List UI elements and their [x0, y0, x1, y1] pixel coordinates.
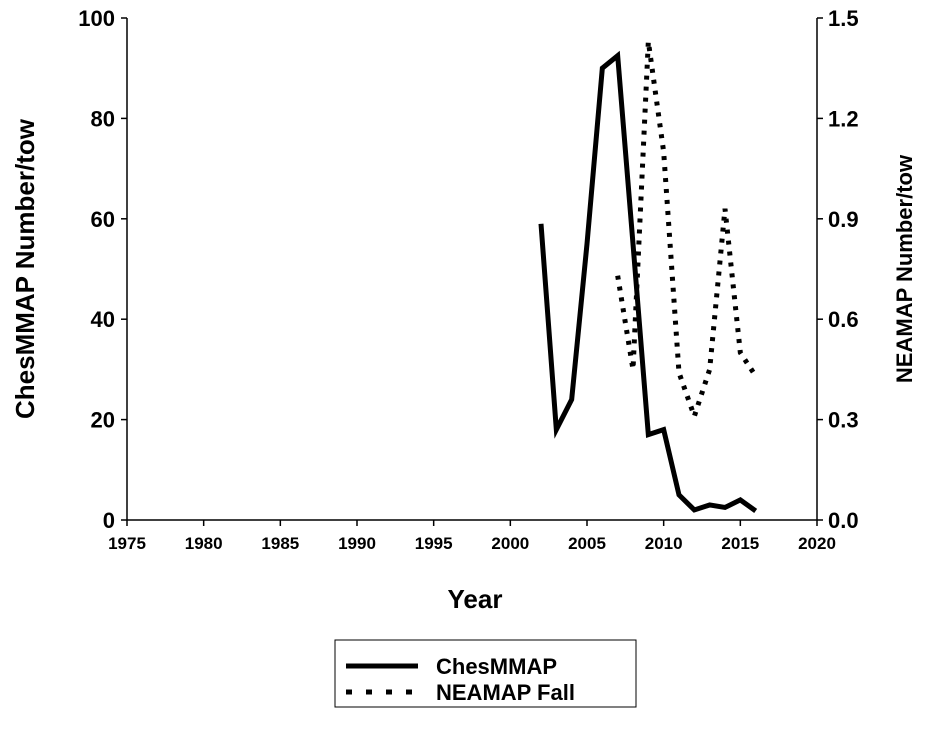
y-tick-label: 0 [103, 508, 115, 533]
x-tick-label: 1985 [261, 534, 299, 553]
x-tick-label: 1990 [338, 534, 376, 553]
x-axis-label: Year [448, 584, 503, 614]
series-line [615, 41, 758, 425]
x-tick-label: 2015 [721, 534, 759, 553]
y2-tick-label: 1.5 [828, 6, 859, 31]
axes [126, 18, 818, 521]
legend-label: NEAMAP Fall [436, 680, 575, 705]
y2-tick-label: 0.6 [828, 307, 859, 332]
x-tick-label: 2000 [491, 534, 529, 553]
y-tick-label: 60 [91, 207, 115, 232]
y2-tick-label: 1.2 [828, 106, 859, 131]
y2-tick-label: 0.9 [828, 207, 859, 232]
x-tick-label: 1995 [415, 534, 453, 553]
x-tick-label: 1980 [185, 534, 223, 553]
legend-box [334, 639, 637, 708]
y-tick-label: 40 [91, 307, 115, 332]
y-tick-label: 100 [78, 6, 115, 31]
x-tick-label: 2005 [568, 534, 606, 553]
y2-tick-label: 0.3 [828, 408, 859, 433]
series-line [538, 50, 758, 513]
x-tick-label: 2010 [645, 534, 683, 553]
y-tick-label: 80 [91, 106, 115, 131]
x-tick-label: 1975 [108, 534, 146, 553]
legend-label: ChesMMAP [436, 654, 557, 679]
y-axis-label: ChesMMAP Number/tow [10, 118, 40, 419]
y-tick-label: 20 [91, 408, 115, 433]
y2-axis-label: NEAMAP Number/tow [892, 154, 917, 383]
x-tick-label: 2020 [798, 534, 836, 553]
y2-tick-label: 0.0 [828, 508, 859, 533]
